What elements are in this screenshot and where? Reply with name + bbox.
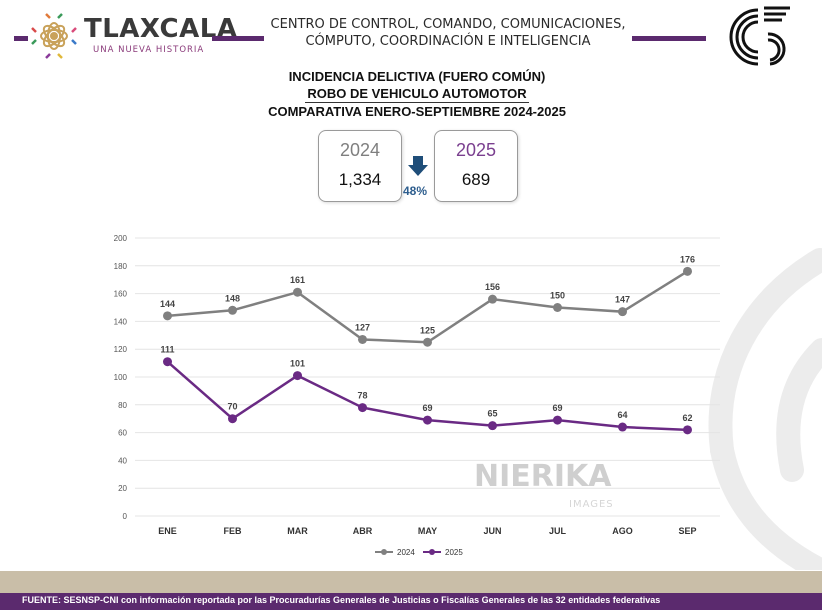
year-label-2025: 2025 — [455, 140, 497, 160]
org-title-line-2: CÓMPUTO, COORDINACIÓN E INTELIGENCIA — [305, 34, 591, 49]
y-tick-label: 180 — [114, 262, 128, 271]
legend-marker-2025 — [429, 549, 435, 555]
title-line-1: INCIDENCIA DELICTIVA (FUERO COMÚN) — [288, 69, 546, 84]
title-line-2: ROBO DE VEHICULO AUTOMOTOR — [305, 86, 529, 103]
data-label-2024: 125 — [420, 325, 435, 335]
data-point-2024 — [293, 287, 302, 297]
data-point-2024 — [618, 307, 627, 317]
data-point-2025 — [618, 422, 627, 432]
data-point-2024 — [488, 294, 497, 304]
legend-label: 2024 — [397, 548, 415, 557]
legend-marker-2024 — [381, 549, 387, 555]
y-tick-label: 20 — [118, 484, 127, 493]
line-chart: 0 20 40 60 80 100 120 140 160 180 200 ENE FEB MAR ABR M… — [114, 234, 720, 557]
x-tick-label: FEB — [224, 526, 243, 536]
flower-watermark-icon — [708, 248, 822, 570]
data-point-2024 — [358, 334, 367, 344]
brand-slogan: UNA NUEVA HISTORIA — [93, 45, 205, 55]
footer-band — [0, 571, 822, 593]
data-label-2025: 101 — [290, 359, 305, 369]
year-total-2025: 689 — [461, 170, 491, 189]
data-label-2024: 147 — [615, 295, 630, 305]
y-tick-label: 140 — [114, 317, 128, 326]
nierika-watermark-logo: NIERIKA IMAGES — [474, 459, 614, 510]
data-label-2024: 156 — [485, 282, 500, 292]
x-tick-label: JUN — [483, 526, 501, 536]
brand-name: TLAXCALA — [84, 14, 238, 44]
data-label-2025: 69 — [552, 403, 562, 413]
y-tick-label: 40 — [118, 456, 127, 465]
legend-label: 2025 — [445, 548, 463, 557]
data-point-2024 — [163, 311, 172, 321]
watermark-name: NIERIKA — [474, 459, 612, 494]
data-point-2025 — [488, 421, 497, 431]
organization-title: CENTRO DE CONTROL, COMANDO, COMUNICACION… — [266, 16, 630, 50]
x-tick-label: ABR — [353, 526, 373, 536]
y-tick-label: 80 — [118, 401, 127, 410]
y-tick-label: 60 — [118, 429, 127, 438]
data-point-2025 — [683, 425, 692, 435]
y-tick-label: 0 — [123, 512, 128, 521]
data-point-2025 — [163, 357, 172, 367]
x-tick-label: SEP — [678, 526, 696, 536]
title-line-3: COMPARATIVA ENERO-SEPTIEMBRE 2024-2025 — [268, 104, 566, 119]
tlaxcala-flower-logo-icon — [31, 13, 77, 59]
y-tick-label: 100 — [114, 373, 128, 382]
year-label-2024: 2024 — [339, 140, 381, 160]
header-accent-bar-mid — [212, 36, 264, 41]
org-title-line-1: CENTRO DE CONTROL, COMANDO, COMUNICACION… — [270, 17, 626, 32]
year-total-card-2025: 2025 689 — [434, 130, 518, 202]
year-total-card-2024: 2024 1,334 — [318, 130, 402, 202]
data-point-2024 — [228, 305, 237, 315]
data-label-2024: 150 — [550, 291, 565, 301]
data-point-2025 — [553, 415, 562, 425]
data-label-2025: 62 — [682, 413, 692, 423]
x-tick-label: MAY — [418, 526, 437, 536]
data-point-2025 — [358, 403, 367, 413]
y-tick-label: 200 — [114, 234, 128, 243]
x-tick-label: AGO — [612, 526, 633, 536]
data-label-2025: 64 — [617, 410, 627, 420]
percent-change: 48% — [403, 184, 428, 198]
x-tick-label: MAR — [287, 526, 308, 536]
y-tick-label: 120 — [114, 345, 128, 354]
data-label-2024: 144 — [160, 299, 175, 309]
data-label-2025: 70 — [227, 402, 237, 412]
header-accent-bar-left — [14, 36, 28, 41]
watermark-sub: IMAGES — [569, 499, 614, 510]
report-title: INCIDENCIA DELICTIVA (FUERO COMÚN) ROBO … — [200, 68, 634, 120]
data-point-2025 — [228, 414, 237, 424]
data-point-2025 — [293, 371, 302, 381]
x-tick-label: ENE — [158, 526, 177, 536]
year-total-2024: 1,334 — [338, 170, 382, 189]
data-label-2024: 127 — [355, 322, 370, 332]
data-point-2024 — [683, 266, 692, 276]
data-label-2025: 111 — [160, 345, 174, 355]
data-label-2024: 148 — [225, 293, 240, 303]
data-label-2024: 161 — [290, 275, 305, 285]
data-label-2025: 78 — [357, 391, 367, 401]
data-point-2024 — [423, 337, 432, 347]
y-tick-label: 160 — [114, 290, 128, 299]
data-label-2024: 176 — [680, 254, 695, 264]
data-point-2025 — [423, 415, 432, 425]
c5-logo-icon — [729, 6, 790, 66]
arrow-down-icon — [408, 156, 428, 176]
x-tick-label: JUL — [549, 526, 567, 536]
footer-bar — [0, 593, 822, 610]
data-point-2024 — [553, 303, 562, 312]
data-label-2025: 69 — [422, 403, 432, 413]
data-label-2025: 65 — [487, 409, 497, 419]
header-accent-bar-right — [632, 36, 706, 41]
footer-source-note: FUENTE: SESNSP-CNI con información repor… — [22, 595, 661, 605]
